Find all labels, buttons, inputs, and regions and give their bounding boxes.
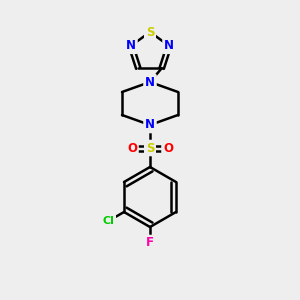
Text: O: O xyxy=(127,142,137,154)
Text: F: F xyxy=(146,236,154,250)
Text: S: S xyxy=(146,142,154,154)
Text: N: N xyxy=(164,39,174,52)
Text: N: N xyxy=(145,76,155,88)
Text: O: O xyxy=(163,142,173,154)
Text: N: N xyxy=(145,118,155,131)
Text: N: N xyxy=(126,39,136,52)
Text: S: S xyxy=(146,26,154,38)
Text: Cl: Cl xyxy=(103,216,114,226)
